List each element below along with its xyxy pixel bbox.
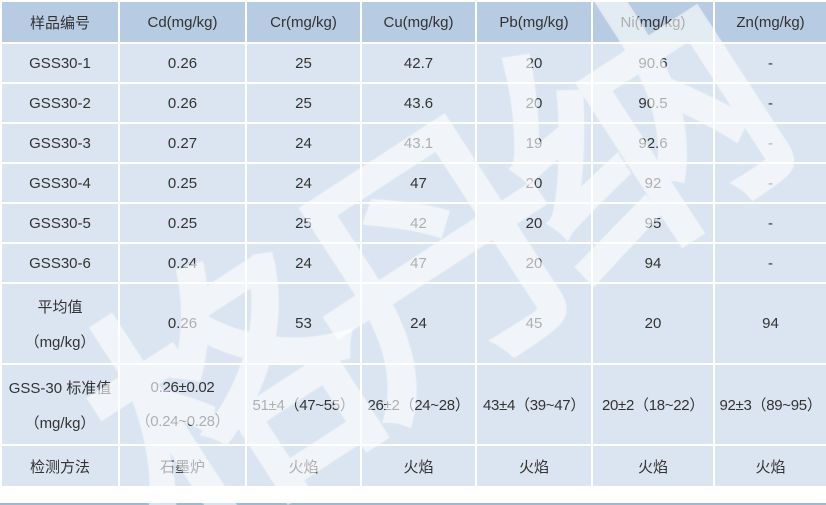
pb-value-cell: 20 xyxy=(477,244,591,282)
zn-average-cell: 94 xyxy=(715,284,826,363)
header-cr: Cr(mg/kg) xyxy=(247,2,360,42)
sample-id-cell: GSS30-6 xyxy=(2,244,118,282)
zn-value-cell: - xyxy=(715,44,826,82)
zn-value-cell: - xyxy=(715,164,826,202)
cd-value-cell: 0.25 xyxy=(120,204,245,242)
sample-results-table: 样品编号 Cd(mg/kg) Cr(mg/kg) Cu(mg/kg) Pb(mg… xyxy=(0,0,826,488)
table-row: GSS30-4 0.25 24 47 20 92 - xyxy=(2,164,826,202)
cr-value-cell: 25 xyxy=(247,44,360,82)
cr-value-cell: 25 xyxy=(247,204,360,242)
cr-standard-cell: 51±4（47~55） xyxy=(247,365,360,444)
sample-id-cell: GSS30-5 xyxy=(2,204,118,242)
average-row: 平均值 （mg/kg） 0.26 53 24 45 20 94 xyxy=(2,284,826,363)
header-ni: Ni(mg/kg) xyxy=(593,2,713,42)
ni-value-cell: 92.6 xyxy=(593,124,713,162)
pb-method-cell: 火焰 xyxy=(477,446,591,486)
sample-id-cell: GSS30-3 xyxy=(2,124,118,162)
ni-method-cell: 火焰 xyxy=(593,446,713,486)
cr-value-cell: 24 xyxy=(247,124,360,162)
zn-standard-cell: 92±3（89~95） xyxy=(715,365,826,444)
pb-value-cell: 20 xyxy=(477,164,591,202)
sample-id-cell: GSS30-4 xyxy=(2,164,118,202)
sample-id-cell: GSS30-1 xyxy=(2,44,118,82)
zn-method-cell: 火焰 xyxy=(715,446,826,486)
header-zn: Zn(mg/kg) xyxy=(715,2,826,42)
table-row: GSS30-3 0.27 24 43.1 19 92.6 - xyxy=(2,124,826,162)
header-pb: Pb(mg/kg) xyxy=(477,2,591,42)
cd-value-cell: 0.26 xyxy=(120,84,245,122)
average-label-unit: （mg/kg） xyxy=(24,333,96,351)
cu-method-cell: 火焰 xyxy=(362,446,475,486)
ni-standard-cell: 20±2（18~22） xyxy=(593,365,713,444)
standard-row-label: GSS-30 标准值 （mg/kg） xyxy=(2,365,118,444)
cd-average-cell: 0.26 xyxy=(120,284,245,363)
pb-average-cell: 45 xyxy=(477,284,591,363)
cr-value-cell: 24 xyxy=(247,164,360,202)
cr-value-cell: 25 xyxy=(247,84,360,122)
cd-standard-cell: 0.26±0.02 （0.24~0.28） xyxy=(120,365,245,444)
cd-standard-value: 0.26±0.02 xyxy=(150,378,215,396)
zn-value-cell: - xyxy=(715,124,826,162)
table-bottom-border xyxy=(0,503,826,505)
detection-method-row: 检测方法 石墨炉 火焰 火焰 火焰 火焰 火焰 xyxy=(2,446,826,486)
cu-value-cell: 43.1 xyxy=(362,124,475,162)
ni-value-cell: 90.6 xyxy=(593,44,713,82)
cu-standard-cell: 26±2（24~28） xyxy=(362,365,475,444)
pb-value-cell: 19 xyxy=(477,124,591,162)
average-label-text: 平均值 xyxy=(37,298,83,316)
ni-value-cell: 94 xyxy=(593,244,713,282)
sample-id-cell: GSS30-2 xyxy=(2,84,118,122)
table-row: GSS30-5 0.25 25 42 20 95 - xyxy=(2,204,826,242)
average-row-label: 平均值 （mg/kg） xyxy=(2,284,118,363)
pb-value-cell: 20 xyxy=(477,44,591,82)
cr-average-cell: 53 xyxy=(247,284,360,363)
table-row: GSS30-6 0.24 24 47 20 94 - xyxy=(2,244,826,282)
header-sample-id: 样品编号 xyxy=(2,2,118,42)
cu-value-cell: 47 xyxy=(362,244,475,282)
table-row: GSS30-1 0.26 25 42.7 20 90.6 - xyxy=(2,44,826,82)
standard-label-text: GSS-30 标准值 xyxy=(8,379,112,397)
header-cu: Cu(mg/kg) xyxy=(362,2,475,42)
ni-average-cell: 20 xyxy=(593,284,713,363)
ni-value-cell: 90.5 xyxy=(593,84,713,122)
method-row-label: 检测方法 xyxy=(2,446,118,486)
ni-value-cell: 92 xyxy=(593,164,713,202)
zn-value-cell: - xyxy=(715,204,826,242)
cd-method-cell: 石墨炉 xyxy=(120,446,245,486)
ni-value-cell: 95 xyxy=(593,204,713,242)
cu-value-cell: 42 xyxy=(362,204,475,242)
cd-standard-range: （0.24~0.28） xyxy=(135,412,230,430)
table-header-row: 样品编号 Cd(mg/kg) Cr(mg/kg) Cu(mg/kg) Pb(mg… xyxy=(2,2,826,42)
standard-value-row: GSS-30 标准值 （mg/kg） 0.26±0.02 （0.24~0.28）… xyxy=(2,365,826,444)
cd-value-cell: 0.24 xyxy=(120,244,245,282)
cd-value-cell: 0.27 xyxy=(120,124,245,162)
standard-label-unit: （mg/kg） xyxy=(24,414,96,432)
zn-value-cell: - xyxy=(715,244,826,282)
cu-value-cell: 47 xyxy=(362,164,475,202)
cu-average-cell: 24 xyxy=(362,284,475,363)
cd-value-cell: 0.25 xyxy=(120,164,245,202)
table-row: GSS30-2 0.26 25 43.6 20 90.5 - xyxy=(2,84,826,122)
cd-value-cell: 0.26 xyxy=(120,44,245,82)
header-cd: Cd(mg/kg) xyxy=(120,2,245,42)
pb-value-cell: 20 xyxy=(477,204,591,242)
pb-standard-cell: 43±4（39~47） xyxy=(477,365,591,444)
pb-value-cell: 20 xyxy=(477,84,591,122)
zn-value-cell: - xyxy=(715,84,826,122)
cr-method-cell: 火焰 xyxy=(247,446,360,486)
cr-value-cell: 24 xyxy=(247,244,360,282)
cu-value-cell: 42.7 xyxy=(362,44,475,82)
cu-value-cell: 43.6 xyxy=(362,84,475,122)
